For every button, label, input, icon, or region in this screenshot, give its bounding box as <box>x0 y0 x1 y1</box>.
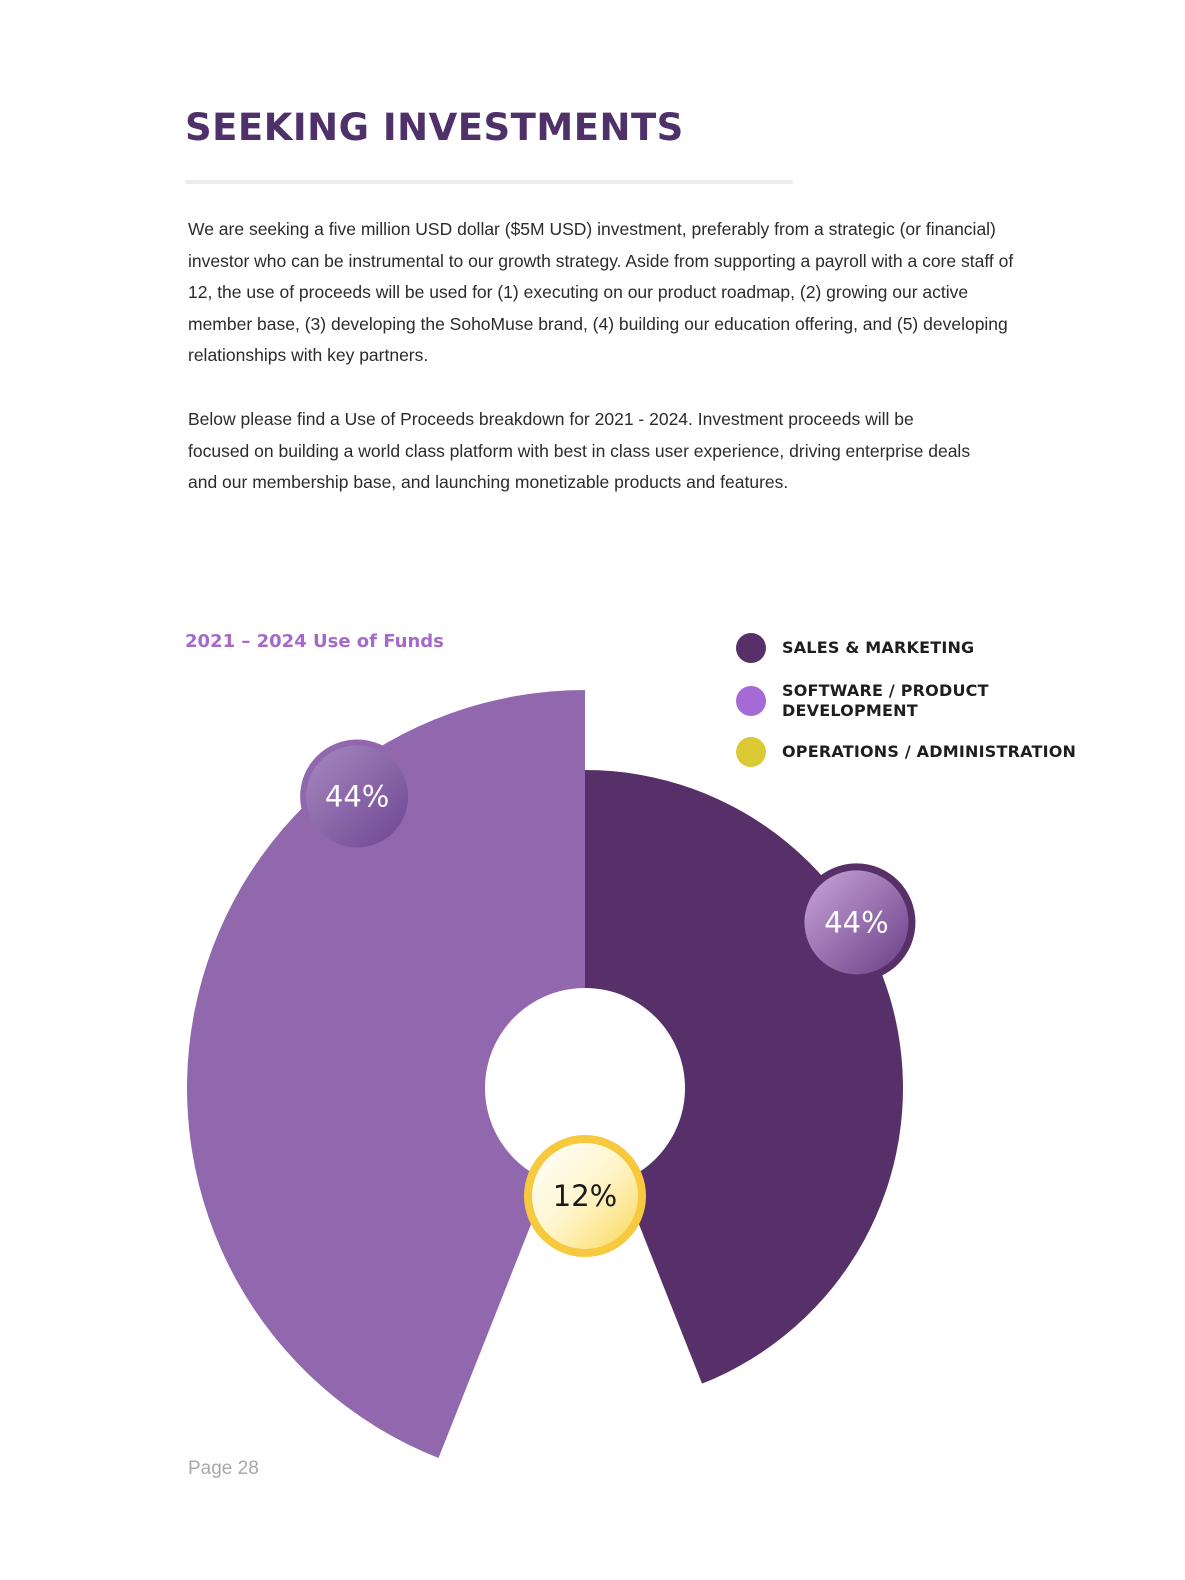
page-number: Page 28 <box>188 1458 259 1479</box>
title-divider <box>185 180 793 184</box>
legend-item-operations-administration: OPERATIONS / ADMINISTRATION <box>736 737 1076 767</box>
legend-item-sales-marketing: SALES & MARKETING <box>736 633 974 663</box>
legend-swatch-operations-administration <box>736 737 766 767</box>
donut-hole <box>485 988 685 1188</box>
legend-swatch-sales-marketing <box>736 633 766 663</box>
page-title: SEEKING INVESTMENTS <box>185 106 684 149</box>
data-label-software-product: 44% <box>325 780 389 814</box>
badge-fill-software-product <box>306 745 409 848</box>
legend-item-software-product: SOFTWARE / PRODUCT DEVELOPMENT <box>736 681 1007 721</box>
data-label-sales-marketing: 44% <box>824 905 888 939</box>
slice-software-product <box>187 690 586 1459</box>
badge-fill-operations-administration <box>532 1143 638 1249</box>
data-label-operations-administration: 12% <box>553 1179 617 1213</box>
proceeds-paragraph: Below please find a Use of Proceeds brea… <box>188 409 971 492</box>
badge-operations-administration: 12% <box>524 1135 646 1257</box>
chart-title: 2021 – 2024 Use of Funds <box>185 631 444 652</box>
intro-paragraph: We are seeking a five million USD dollar… <box>188 219 1014 365</box>
badge-fill-sales-marketing <box>804 870 909 975</box>
legend-label-operations-administration: OPERATIONS / ADMINISTRATION <box>782 742 1077 761</box>
badge-software-product: 44% <box>300 739 415 854</box>
legend-label-sales-marketing: SALES & MARKETING <box>782 638 975 657</box>
legend-swatch-software-product <box>736 686 766 716</box>
badge-sales-marketing: 44% <box>797 863 916 982</box>
legend-label-software-product: SOFTWARE / PRODUCT DEVELOPMENT <box>782 681 989 720</box>
